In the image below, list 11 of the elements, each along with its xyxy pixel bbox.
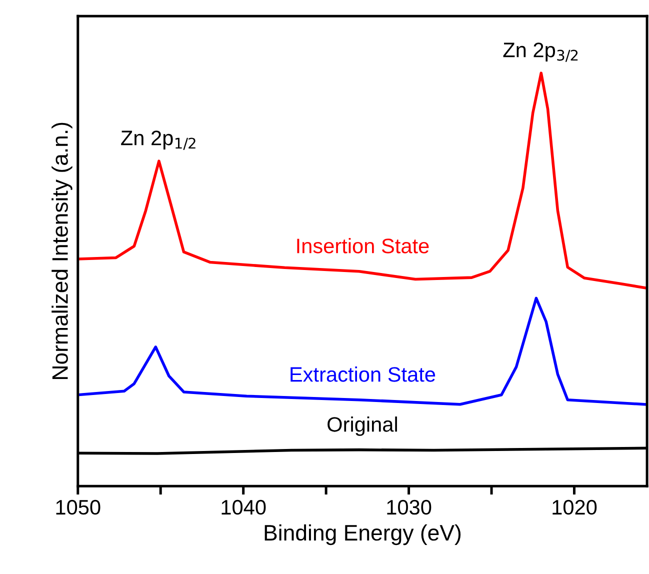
x-tick-label: 1030 bbox=[387, 500, 432, 515]
series-label: Insertion State bbox=[297, 238, 429, 254]
y-axis-title: Normalized Intensity (a.n.) bbox=[52, 122, 72, 379]
x-tick-label: 1040 bbox=[222, 500, 266, 515]
series-label: Extraction State bbox=[290, 366, 436, 382]
x-tick-label: 1050 bbox=[56, 500, 100, 515]
x-tick-label: 1020 bbox=[552, 500, 597, 515]
x-axis-title: Binding Energy (eV) bbox=[264, 524, 461, 546]
series-label: Original bbox=[328, 416, 397, 436]
annotation: Zn 2p$_{3/2}$ bbox=[503, 42, 578, 62]
annotation: Zn 2p$_{1/2}$ bbox=[121, 130, 196, 150]
